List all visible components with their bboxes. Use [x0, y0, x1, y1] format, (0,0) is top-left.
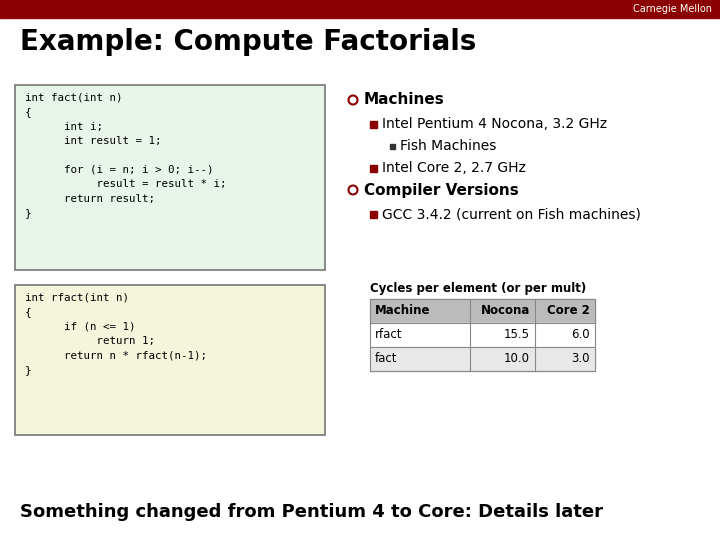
Text: int rfact(int n)
{
      if (n <= 1)
           return 1;
      return n * rfact: int rfact(int n) { if (n <= 1) return 1;… [25, 293, 207, 375]
Bar [390, 144, 395, 149]
Text: Cycles per element (or per mult): Cycles per element (or per mult) [370, 282, 586, 295]
Text: int fact(int n)
{
      int i;
      int result = 1;

      for (i = n; i > 0; i: int fact(int n) { int i; int result = 1;… [25, 93, 227, 218]
Text: 3.0: 3.0 [572, 353, 590, 366]
Bar [370, 121, 377, 128]
Text: 15.5: 15.5 [504, 328, 530, 341]
Bar [370, 299, 595, 371]
Text: Example: Compute Factorials: Example: Compute Factorials [20, 28, 477, 56]
Bar [370, 347, 595, 371]
Text: Something changed from Pentium 4 to Core: Details later: Something changed from Pentium 4 to Core… [20, 503, 603, 521]
Bar [370, 323, 595, 347]
Text: fact: fact [375, 353, 397, 366]
Text: Compiler Versions: Compiler Versions [364, 183, 518, 198]
Text: Intel Core 2, 2.7 GHz: Intel Core 2, 2.7 GHz [382, 161, 526, 175]
Text: Machines: Machines [364, 92, 445, 107]
Text: 6.0: 6.0 [572, 328, 590, 341]
FancyBboxPatch shape [15, 285, 325, 435]
Bar [0, 0, 720, 18]
Bar [370, 211, 377, 218]
Text: Carnegie Mellon: Carnegie Mellon [633, 4, 712, 14]
Text: Fish Machines: Fish Machines [400, 139, 496, 153]
Text: GCC 3.4.2 (current on Fish machines): GCC 3.4.2 (current on Fish machines) [382, 207, 641, 221]
Bar [370, 299, 595, 323]
Text: rfact: rfact [375, 328, 402, 341]
FancyBboxPatch shape [15, 85, 325, 270]
Text: Core 2: Core 2 [547, 305, 590, 318]
Bar [370, 165, 377, 172]
Text: Nocona: Nocona [481, 305, 530, 318]
Text: Intel Pentium 4 Nocona, 3.2 GHz: Intel Pentium 4 Nocona, 3.2 GHz [382, 117, 607, 131]
Text: 10.0: 10.0 [504, 353, 530, 366]
Text: Machine: Machine [375, 305, 431, 318]
